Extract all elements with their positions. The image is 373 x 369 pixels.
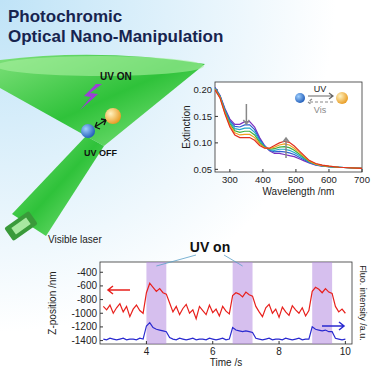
y-tick — [100, 299, 103, 300]
y-tick — [100, 326, 103, 327]
y-tick — [215, 116, 218, 117]
y-tick-label: -400 — [77, 267, 97, 278]
x-tick-label: 10 — [340, 346, 352, 357]
background — [0, 0, 373, 369]
x-tick-label: 500 — [288, 174, 304, 185]
x-tick-label: 300 — [222, 174, 238, 185]
lightning — [80, 84, 102, 110]
y-tick — [215, 169, 218, 170]
y-tick — [100, 272, 103, 273]
x-tick-label: 6 — [210, 346, 216, 357]
y-tick — [100, 313, 103, 314]
y-tick-label: 0.15 — [194, 111, 213, 122]
uv-on-label: UV ON — [100, 71, 132, 82]
y2-axis-label: Fluo. intensity /a.u. — [358, 265, 368, 341]
y-axis-label: Extinction — [181, 105, 192, 148]
spectrum-line — [215, 89, 362, 168]
trace-line — [103, 283, 345, 319]
y-tick-label: -1200 — [71, 321, 97, 332]
x-tick-label: 600 — [321, 174, 337, 185]
inset-blue-sphere — [295, 93, 305, 103]
double-arrow — [95, 119, 106, 129]
x-tick-label: 4 — [144, 346, 150, 357]
inset-orange-sphere — [336, 92, 348, 104]
spectrum-line — [215, 89, 362, 168]
title: Optical Nano-Manipulation — [8, 27, 223, 46]
blue-axis-arrow — [322, 322, 344, 330]
y-tick-label: 0.10 — [194, 137, 213, 148]
y-tick-label: -1000 — [71, 308, 97, 319]
x-tick-label: 8 — [276, 346, 282, 357]
uv-on-annotation: UV on — [190, 239, 230, 255]
uv-on-band — [146, 262, 166, 344]
y-tick — [100, 340, 103, 341]
plot-lines — [215, 87, 362, 168]
x-tick — [279, 341, 280, 344]
laser-label: Visible laser — [48, 234, 102, 245]
y-tick-label: -1400 — [71, 335, 97, 346]
x-tick — [229, 169, 230, 172]
x-tick — [328, 169, 329, 172]
laser-icon — [4, 211, 38, 241]
x-tick — [362, 169, 363, 172]
x-tick — [262, 169, 263, 172]
x-axis-label: Wavelength /nm — [263, 186, 335, 197]
red-axis-arrow — [108, 286, 130, 294]
x-tick-label: 400 — [255, 174, 271, 185]
y-tick — [100, 285, 103, 286]
plot-marks — [103, 262, 345, 344]
spectrum-line — [215, 88, 362, 168]
trace-line — [103, 323, 345, 340]
y-tick-label: 0.20 — [194, 84, 213, 95]
x-tick — [295, 169, 296, 172]
uv-inset-label: UV — [314, 84, 327, 94]
title: Photochromic — [8, 7, 122, 26]
spectrum-line — [215, 88, 362, 168]
plot-frame — [215, 82, 362, 172]
x-tick-label: 700 — [354, 174, 370, 185]
y-tick — [215, 142, 218, 143]
spectrum-line — [215, 87, 362, 168]
uv-off-label: UV OFF — [84, 148, 118, 158]
change-arrow — [283, 138, 289, 158]
y-tick-label: -600 — [77, 280, 97, 291]
change-arrow — [243, 104, 249, 124]
x-tick — [345, 341, 346, 344]
spectrum-line — [215, 90, 362, 168]
plot-frame — [100, 262, 352, 344]
graphical-abstract: PhotochromicOptical Nano-Manipulation Vis… — [0, 0, 373, 369]
laser-icon — [11, 218, 30, 235]
x-tick — [146, 341, 147, 344]
annotation-lines — [156, 255, 242, 266]
x-axis-label: Time /s — [210, 357, 242, 368]
blue-sphere — [81, 124, 95, 138]
vis-inset-label: Vis — [314, 105, 327, 115]
y-axis-label: Z-position /nm — [47, 271, 58, 334]
y-tick-label: 0.05 — [194, 164, 213, 175]
orange-sphere — [105, 108, 121, 124]
y-tick-label: -800 — [77, 294, 97, 305]
x-tick — [212, 341, 213, 344]
